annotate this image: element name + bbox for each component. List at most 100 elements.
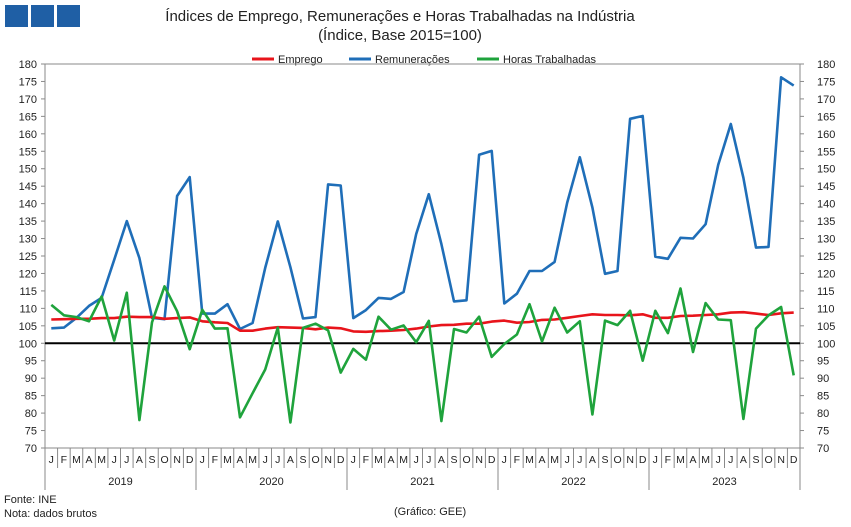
- y-tick-label-left: 135: [19, 216, 37, 228]
- chart-subtitle: (Índice, Base 2015=100): [318, 27, 482, 44]
- x-month-label: J: [565, 454, 570, 466]
- x-month-label: J: [112, 454, 117, 466]
- y-tick-label-right: 110: [817, 303, 835, 315]
- x-month-label: A: [690, 454, 697, 466]
- y-tick-label-right: 150: [817, 164, 835, 176]
- x-month-label: S: [148, 454, 155, 466]
- x-month-label: J: [716, 454, 721, 466]
- x-month-label: A: [388, 454, 395, 466]
- legend-label: Remunerações: [375, 54, 450, 66]
- x-month-label: J: [577, 454, 582, 466]
- x-year-label: 2019: [108, 476, 132, 488]
- x-month-label: M: [223, 454, 232, 466]
- y-tick-label-left: 130: [19, 234, 37, 246]
- x-month-label: O: [311, 454, 319, 466]
- x-month-label: S: [752, 454, 759, 466]
- x-month-label: O: [764, 454, 772, 466]
- y-tick-label-right: 125: [817, 251, 835, 263]
- x-month-label: J: [200, 454, 205, 466]
- x-month-label: M: [374, 454, 383, 466]
- x-month-label: O: [462, 454, 470, 466]
- y-tick-label-right: 145: [817, 181, 835, 193]
- x-month-label: D: [186, 454, 194, 466]
- series-line: [51, 76, 795, 331]
- x-month-label: F: [514, 454, 520, 466]
- legend-label: Emprego: [278, 54, 323, 66]
- chart-axes: 70 70 75 75 80 80 85 85 90 90 95 95 100 100 105 105 110 1…: [19, 59, 835, 490]
- chart-legend: Emprego Remunerações Horas Trabalhadas: [252, 54, 596, 66]
- y-tick-label-left: 95: [25, 356, 37, 368]
- y-tick-label-right: 175: [817, 76, 835, 88]
- x-month-label: D: [488, 454, 496, 466]
- x-month-label: M: [525, 454, 534, 466]
- legend-label: Horas Trabalhadas: [503, 54, 596, 66]
- y-tick-label-right: 170: [817, 94, 835, 106]
- logo: [5, 5, 80, 27]
- y-tick-label-left: 100: [19, 338, 37, 350]
- x-month-label: M: [676, 454, 685, 466]
- x-month-label: S: [299, 454, 306, 466]
- x-month-label: M: [550, 454, 559, 466]
- x-month-label: F: [61, 454, 67, 466]
- y-tick-label-right: 160: [817, 129, 835, 141]
- y-tick-label-left: 170: [19, 94, 37, 106]
- x-month-label: N: [626, 454, 634, 466]
- x-year-label: 2023: [712, 476, 736, 488]
- y-tick-label-left: 80: [25, 408, 37, 420]
- x-month-label: J: [502, 454, 507, 466]
- x-month-label: O: [160, 454, 168, 466]
- y-tick-label-right: 115: [817, 286, 835, 298]
- y-tick-label-right: 100: [817, 338, 835, 350]
- x-month-label: A: [86, 454, 93, 466]
- x-month-label: J: [124, 454, 129, 466]
- y-tick-label-right: 180: [817, 59, 835, 71]
- x-month-label: J: [426, 454, 431, 466]
- y-tick-label-left: 85: [25, 391, 37, 403]
- x-month-label: J: [275, 454, 280, 466]
- x-year-label: 2022: [561, 476, 585, 488]
- x-month-label: F: [665, 454, 671, 466]
- y-tick-label-left: 90: [25, 373, 37, 385]
- x-month-label: F: [363, 454, 369, 466]
- x-month-label: D: [639, 454, 647, 466]
- x-month-label: A: [237, 454, 244, 466]
- y-tick-label-right: 105: [817, 321, 835, 333]
- y-tick-label-left: 75: [25, 426, 37, 438]
- x-month-label: A: [136, 454, 143, 466]
- x-month-label: S: [450, 454, 457, 466]
- x-month-label: F: [212, 454, 218, 466]
- y-tick-label-right: 75: [817, 426, 829, 438]
- y-tick-label-left: 110: [19, 303, 37, 315]
- y-tick-label-left: 145: [19, 181, 37, 193]
- x-year-label: 2020: [259, 476, 283, 488]
- series-line: [51, 310, 794, 334]
- chart-title: Índices de Emprego, Remunerações e Horas…: [165, 8, 635, 25]
- y-tick-label-right: 120: [817, 268, 835, 280]
- x-month-label: N: [173, 454, 181, 466]
- y-tick-label-left: 70: [25, 443, 37, 455]
- x-month-label: A: [740, 454, 747, 466]
- x-month-label: M: [97, 454, 106, 466]
- y-tick-label-right: 135: [817, 216, 835, 228]
- y-tick-label-left: 125: [19, 251, 37, 263]
- y-tick-label-right: 155: [817, 146, 835, 158]
- logo-block-1: [5, 5, 28, 27]
- source-note: Fonte: INE: [4, 494, 57, 506]
- y-tick-label-right: 70: [817, 443, 829, 455]
- y-tick-label-left: 140: [19, 199, 37, 211]
- x-month-label: M: [72, 454, 81, 466]
- x-month-label: J: [263, 454, 268, 466]
- data-note: Nota: dados brutos: [4, 508, 97, 520]
- chart-series: [50, 76, 795, 424]
- y-tick-label-right: 90: [817, 373, 829, 385]
- y-tick-label-left: 175: [19, 76, 37, 88]
- x-month-label: D: [337, 454, 345, 466]
- series-line: [50, 285, 795, 424]
- x-month-label: D: [790, 454, 798, 466]
- x-month-label: A: [539, 454, 546, 466]
- x-month-label: J: [653, 454, 658, 466]
- y-tick-label-left: 120: [19, 268, 37, 280]
- plot-frame: [44, 63, 801, 449]
- x-month-label: M: [399, 454, 408, 466]
